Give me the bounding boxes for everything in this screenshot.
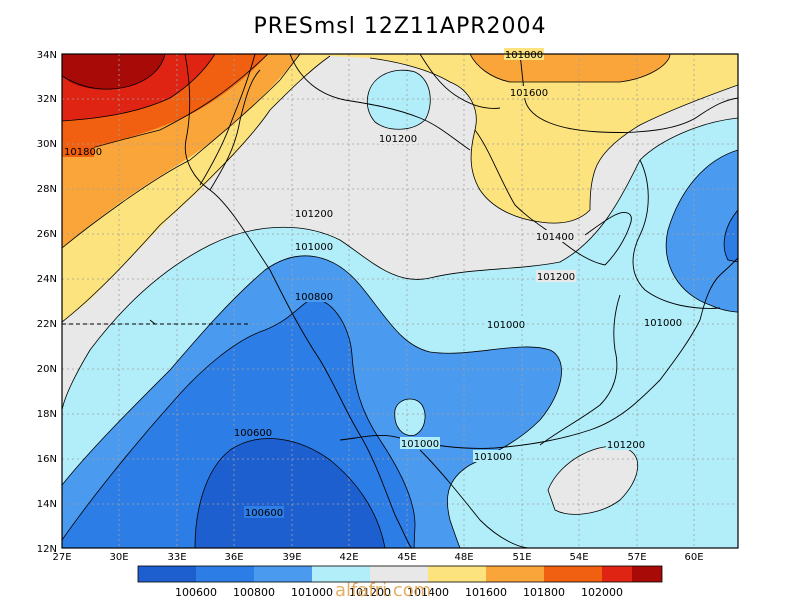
legend-label: 101000: [291, 586, 333, 599]
legend-label: 101200: [349, 586, 391, 599]
svg-text:100600: 100600: [245, 508, 283, 519]
lon-tick: 51E: [512, 552, 531, 563]
contour-label: 101400: [535, 230, 575, 243]
lat-tick: 18N: [37, 409, 57, 420]
plot-frame: [61, 53, 739, 549]
svg-text:101600: 101600: [510, 88, 548, 99]
lon-tick: 33E: [167, 552, 186, 563]
lat-tick: 16N: [37, 454, 57, 465]
legend-swatch: [138, 566, 196, 582]
lat-tick: 22N: [37, 319, 57, 330]
svg-text:100800: 100800: [295, 292, 333, 303]
lat-tick: 26N: [37, 229, 57, 240]
contour-labels: 101800 101600 101200 101400 101200 10100…: [62, 48, 683, 519]
legend-swatch: [632, 566, 662, 582]
svg-text:101400: 101400: [536, 232, 574, 243]
svg-text:101200: 101200: [295, 209, 333, 220]
band-101600-north: [470, 54, 670, 82]
lon-tick: 48E: [454, 552, 473, 563]
coastlines: [62, 54, 738, 548]
svg-text:101200: 101200: [537, 272, 575, 283]
contour-label: 100600: [244, 506, 284, 519]
lat-tick: 12N: [37, 544, 57, 555]
svg-text:101800: 101800: [505, 50, 543, 61]
svg-text:101000: 101000: [401, 439, 439, 450]
lon-tick: 45E: [397, 552, 416, 563]
legend-swatch: [254, 566, 312, 582]
lon-tick: 60E: [684, 552, 703, 563]
lat-tick: 28N: [37, 184, 57, 195]
lon-tick: 39E: [282, 552, 301, 563]
svg-text:101000: 101000: [295, 242, 333, 253]
lon-tick: 27E: [52, 552, 71, 563]
contour-label: 101000: [486, 318, 526, 331]
legend-label: 102000: [581, 586, 623, 599]
lon-axis: 27E 30E 33E 36E 39E 42E 45E 48E 51E 54E …: [52, 552, 703, 563]
lat-tick: 34N: [37, 50, 57, 61]
legend-swatch: [428, 566, 486, 582]
lat-tick: 30N: [37, 139, 57, 150]
lon-tick: 42E: [339, 552, 358, 563]
lon-tick: 36E: [224, 552, 243, 563]
contour-label: 101000: [473, 450, 513, 463]
band-101200-island: [548, 446, 638, 515]
lat-axis: 12N 14N 16N 18N 20N 22N 24N 26N 28N 30N …: [37, 50, 57, 555]
contour-label: 101000: [294, 240, 334, 253]
lon-tick: 30E: [109, 552, 128, 563]
graticule: [62, 54, 738, 548]
contour-label: 101200: [536, 270, 576, 283]
watermark-text: alfafri.com: [335, 580, 432, 601]
contour-fills: [62, 54, 738, 548]
band-100800-east: [666, 150, 738, 312]
contour-label: 100600: [233, 426, 273, 439]
lon-tick: 57E: [627, 552, 646, 563]
legend-swatch: [486, 566, 544, 582]
svg-text:100600: 100600: [234, 428, 272, 439]
map-title: PRESmsl 12Z11APR2004: [253, 14, 547, 39]
legend-swatch: [370, 566, 428, 582]
legend-swatch: [312, 566, 370, 582]
legend-label: 101400: [407, 586, 449, 599]
lat-tick: 24N: [37, 274, 57, 285]
svg-text:101800: 101800: [64, 147, 102, 158]
svg-text:101000: 101000: [474, 452, 512, 463]
lat-tick: 32N: [37, 94, 57, 105]
contour-label: 101800: [62, 145, 102, 158]
band-100400: [195, 438, 385, 548]
legend-label: 100600: [175, 586, 217, 599]
svg-text:101200: 101200: [607, 440, 645, 451]
legend-label: 101800: [523, 586, 565, 599]
contour-label: 101000: [400, 437, 440, 450]
svg-text:101000: 101000: [644, 318, 682, 329]
contour-label: 100800: [294, 290, 334, 303]
legend-swatch: [544, 566, 602, 582]
contour-label: 101600: [509, 86, 549, 99]
contour-label: 101200: [294, 207, 334, 220]
svg-text:101200: 101200: [379, 134, 417, 145]
svg-text:101000: 101000: [487, 320, 525, 331]
legend-swatch: [196, 566, 254, 582]
band-101000-north: [367, 70, 431, 130]
contour-label: 101200: [378, 132, 418, 145]
contour-label: 101200: [606, 438, 646, 451]
legend-label: 100800: [233, 586, 275, 599]
lon-tick: 54E: [569, 552, 588, 563]
lat-tick: 14N: [37, 499, 57, 510]
contour-label: 101000: [643, 316, 683, 329]
color-legend: 100600 100800 101000 101200 101400 10160…: [137, 565, 663, 599]
legend-label: 101600: [465, 586, 507, 599]
legend-swatch: [602, 566, 632, 582]
band-102200: [62, 54, 165, 90]
band-100600-east: [724, 210, 738, 262]
band-101000-hole: [394, 398, 426, 436]
lat-tick: 20N: [37, 364, 57, 375]
